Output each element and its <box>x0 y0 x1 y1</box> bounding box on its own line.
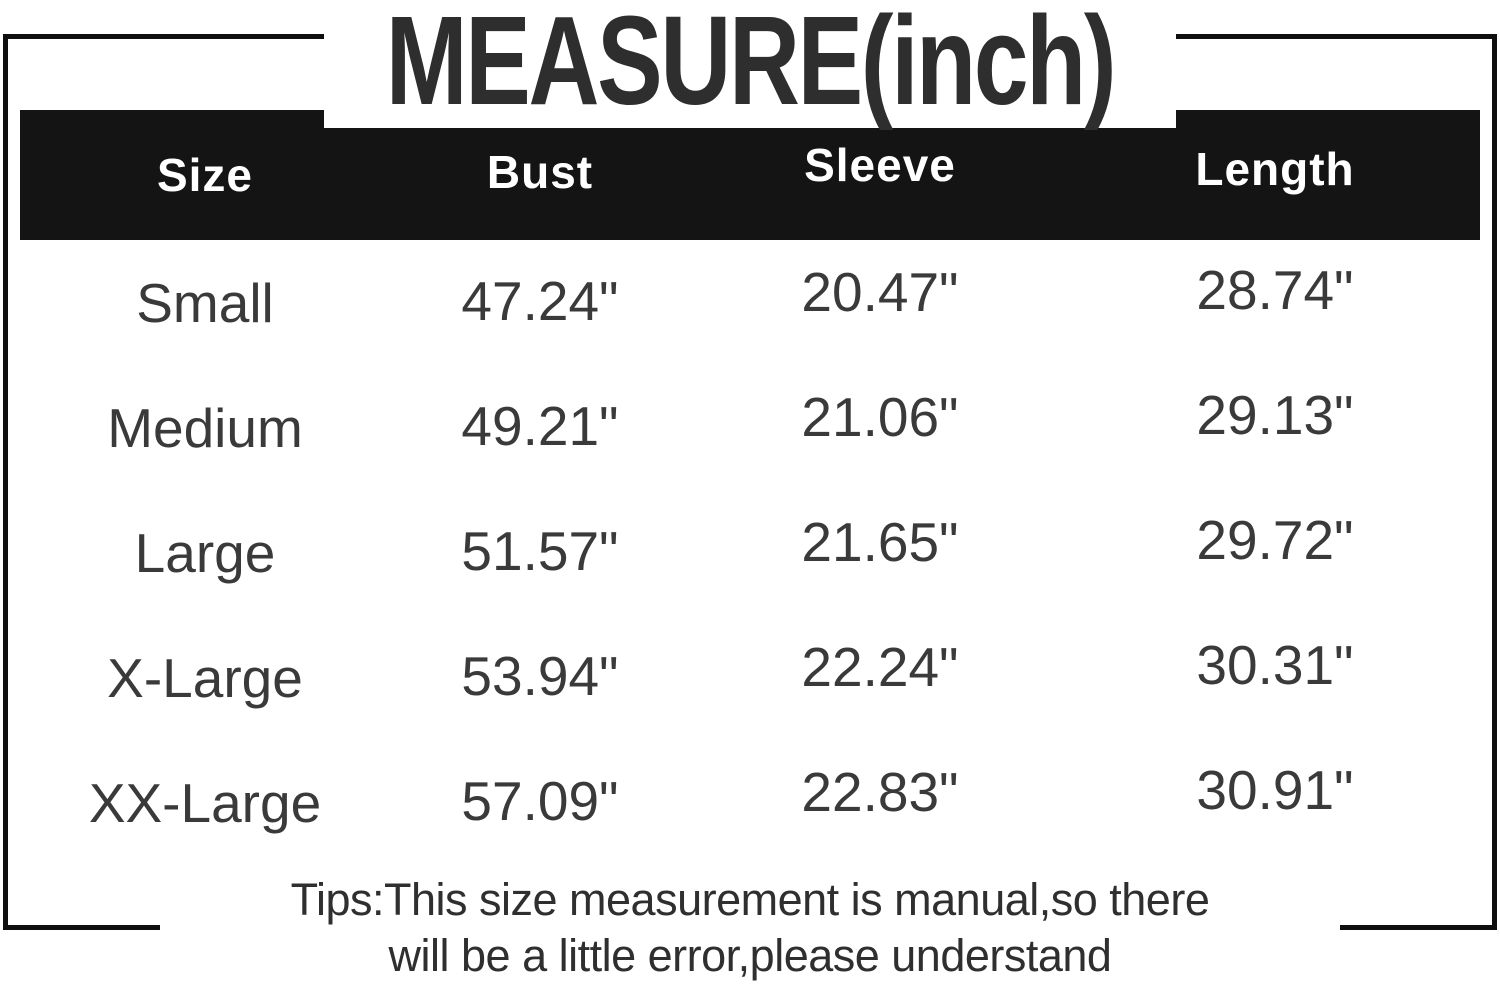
page-title: MEASURE(inch) <box>385 0 1117 131</box>
length-value: 30.91" <box>1196 758 1354 821</box>
table-header-row: Size Bust Sleeve Length <box>20 110 1480 240</box>
sleeve-value: 21.65" <box>801 510 959 573</box>
column-header-bust: Bust <box>486 146 594 198</box>
tips-note: Tips:This size measurement is manual,so … <box>160 862 1340 984</box>
sleeve-value: 22.24" <box>801 635 959 698</box>
bust-value: 49.21" <box>461 394 619 457</box>
sleeve-value: 21.06" <box>801 385 959 448</box>
length-value: 30.31" <box>1196 633 1354 696</box>
column-header-length: Length <box>1195 143 1355 195</box>
table-row: Small 47.24" 20.47" 28.74" <box>20 240 1480 365</box>
length-value: 29.13" <box>1196 383 1354 446</box>
bust-value: 57.09" <box>461 769 619 832</box>
length-value: 28.74" <box>1196 258 1354 321</box>
tips-line-1: Tips:This size measurement is manual,so … <box>290 874 1210 925</box>
column-header-size: Size <box>156 149 254 201</box>
tips-line-2: will be a little error,please understand <box>388 930 1112 981</box>
table-row: XX-Large 57.09" 22.83" 30.91" <box>20 740 1480 865</box>
sleeve-value: 22.83" <box>801 760 959 823</box>
table-row: X-Large 53.94" 22.24" 30.31" <box>20 615 1480 740</box>
title-block: MEASURE(inch) <box>324 0 1176 131</box>
size-label: X-Large <box>107 646 303 709</box>
table-row: Medium 49.21" 21.06" 29.13" <box>20 365 1480 490</box>
size-label: Small <box>136 271 274 334</box>
column-header-sleeve: Sleeve <box>804 139 956 191</box>
table-row: Large 51.57" 21.65" 29.72" <box>20 490 1480 615</box>
sleeve-value: 20.47" <box>801 260 959 323</box>
bust-value: 53.94" <box>461 644 619 707</box>
size-label: Medium <box>107 396 303 459</box>
size-label: XX-Large <box>88 771 322 834</box>
bust-value: 51.57" <box>461 519 619 582</box>
measurement-table: Size Bust Sleeve Length Small 47.24" 20.… <box>20 110 1480 865</box>
size-label: Large <box>134 521 276 584</box>
bust-value: 47.24" <box>461 269 619 332</box>
length-value: 29.72" <box>1196 508 1354 571</box>
